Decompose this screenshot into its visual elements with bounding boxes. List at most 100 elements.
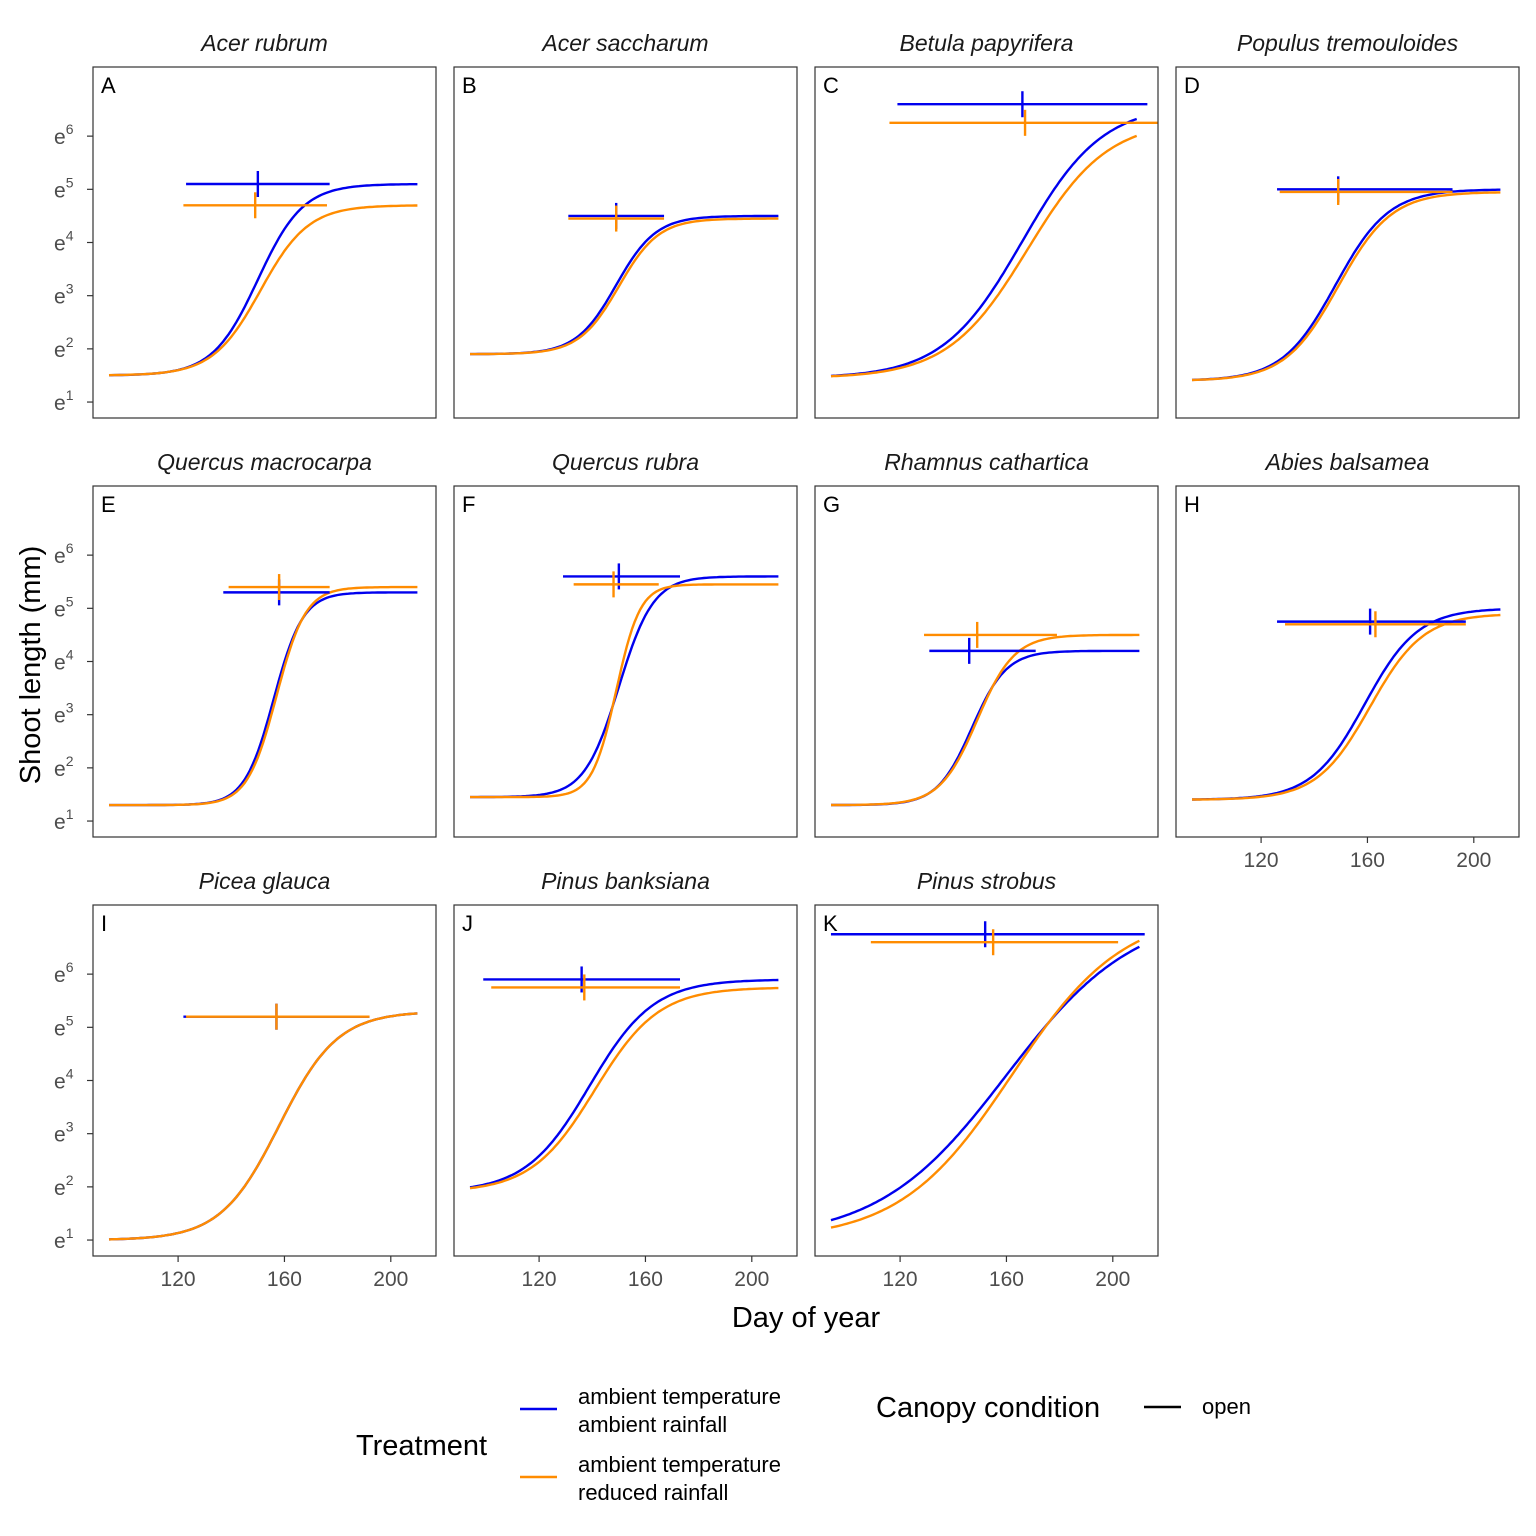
x-tick-label: 160 [989, 1268, 1024, 1291]
panel-letter-f: F [462, 492, 475, 517]
growth-curve-i-reduced [108, 1012, 418, 1241]
x-tick-label: 160 [1350, 849, 1385, 872]
growth-curve-a-ambient [109, 183, 418, 377]
panel-letter-d: D [1184, 73, 1200, 98]
panel-data-k [830, 921, 1145, 1229]
panel-border-f [453, 485, 798, 838]
panel-data-b [470, 202, 779, 356]
legend-label-reduced-rainfall-line2: reduced rainfall [578, 1480, 728, 1505]
panel-letter-b: B [462, 73, 477, 98]
y-tick-label: e2 [54, 334, 74, 362]
x-tick-label: 200 [373, 1268, 408, 1291]
panel-h: Abies balsamea H 120 160 200 [1175, 449, 1520, 872]
panel-title-f: Quercus rubra [552, 449, 699, 475]
panel-title-j: Pinus banksiana [541, 868, 710, 894]
growth-curve-k-reduced [830, 939, 1140, 1229]
panel-letter-k: K [823, 911, 838, 936]
growth-curve-d-ambient [1191, 188, 1501, 382]
panel-border-c [814, 66, 1159, 419]
growth-curve-a-reduced [108, 204, 418, 377]
panel-data-h [1192, 608, 1501, 801]
panel-c: Betula papyrifera C [814, 30, 1159, 419]
panel-g: Rhamnus cathartica G [814, 449, 1159, 838]
x-tick-label: 160 [267, 1268, 302, 1291]
y-tick-label: e2 [54, 1172, 74, 1200]
panel-border-d [1175, 66, 1520, 419]
growth-curve-k-ambient [830, 945, 1140, 1222]
panel-title-c: Betula papyrifera [900, 30, 1074, 56]
legend-label-ambient-rainfall-line2: ambient rainfall [578, 1412, 727, 1437]
panel-data-i [108, 1003, 418, 1241]
y-tick-label: e1 [54, 1225, 74, 1253]
y-tick-label: e1 [54, 806, 74, 834]
x-tick-label: 160 [628, 1268, 663, 1291]
panel-letter-a: A [101, 73, 116, 98]
legend-treatment-title: Treatment [356, 1430, 487, 1462]
y-tick-label: e6 [54, 540, 74, 568]
panel-border-g [814, 485, 1159, 838]
panel-data-c [830, 91, 1158, 378]
panel-data-a [108, 171, 418, 377]
panel-data-e [109, 574, 418, 807]
growth-curve-f-ambient [470, 575, 779, 799]
y-tick-label: e4 [54, 647, 74, 675]
panel-title-a: Acer rubrum [199, 30, 328, 56]
legend: Treatment ambient temperature ambient ra… [356, 1384, 1251, 1505]
x-tick-label: 120 [883, 1268, 918, 1291]
growth-curve-b-ambient [470, 214, 779, 356]
panel-title-g: Rhamnus cathartica [884, 449, 1089, 475]
panel-letter-e: E [101, 492, 116, 517]
panel-title-h: Abies balsamea [1264, 449, 1430, 475]
panel-title-i: Picea glauca [199, 868, 331, 894]
panel-border-i [92, 904, 437, 1257]
x-tick-label: 200 [734, 1268, 769, 1291]
panel-data-g [831, 621, 1140, 807]
panel-j: Pinus banksiana J 120 160 200 [453, 868, 798, 1291]
y-tick-label: e3 [54, 700, 74, 728]
panel-border-e [92, 485, 437, 838]
y-tick-label: e3 [54, 281, 74, 309]
y-tick-label: e3 [54, 1119, 74, 1147]
legend-label-reduced-rainfall-line1: ambient temperature [578, 1452, 781, 1477]
panel-title-b: Acer saccharum [540, 30, 708, 56]
panel-letter-h: H [1184, 492, 1200, 517]
chart-panels: Acer rubrum Ae1 e2 e3 e4 e5 e6 Acer saccharum B B… [54, 30, 1520, 1291]
y-tick-label: e5 [54, 1012, 74, 1040]
growth-curve-b-reduced [470, 217, 779, 356]
growth-curve-c-reduced [830, 134, 1138, 378]
panel-b: Acer saccharum B [453, 30, 798, 419]
panel-data-d [1191, 176, 1501, 382]
growth-curve-e-reduced [109, 585, 418, 807]
panel-f: Quercus rubra F [453, 449, 798, 838]
panel-data-j [469, 966, 779, 1190]
y-tick-label: e4 [54, 1066, 74, 1094]
legend-label-open: open [1202, 1394, 1251, 1419]
growth-curve-i-ambient [108, 1012, 418, 1241]
panel-border-b [453, 66, 798, 419]
panel-title-k: Pinus strobus [917, 868, 1057, 894]
panel-k: Pinus strobus K 120 160 200 [814, 868, 1159, 1291]
growth-curve-c-ambient [830, 117, 1138, 378]
x-tick-label: 200 [1095, 1268, 1130, 1291]
panel-letter-i: I [101, 911, 107, 936]
legend-canopy-title: Canopy condition [876, 1392, 1100, 1424]
y-tick-label: e1 [54, 387, 74, 415]
panel-e: Quercus macrocarpa Ee1 e2 e3 e4 e5 e6 [54, 449, 437, 838]
legend-label-ambient-rainfall-line1: ambient temperature [578, 1384, 781, 1409]
panel-i: Picea glauca Ie1 e2 e3 e4 e5 e6 120 160 200 [54, 868, 437, 1291]
panel-letter-j: J [462, 911, 473, 936]
panel-letter-c: C [823, 73, 839, 98]
x-tick-label: 200 [1456, 849, 1491, 872]
x-axis-title: Day of year [732, 1302, 881, 1334]
panel-border-k [814, 904, 1159, 1257]
panel-a: Acer rubrum Ae1 e2 e3 e4 e5 e6 [54, 30, 437, 419]
panel-title-e: Quercus macrocarpa [157, 449, 372, 475]
growth-curve-f-reduced [470, 583, 779, 799]
x-tick-label: 120 [161, 1268, 196, 1291]
x-tick-label: 120 [522, 1268, 557, 1291]
growth-curve-e-ambient [109, 591, 418, 807]
growth-curve-g-ambient [831, 649, 1140, 807]
y-tick-label: e6 [54, 959, 74, 987]
growth-curve-h-reduced [1192, 613, 1501, 801]
